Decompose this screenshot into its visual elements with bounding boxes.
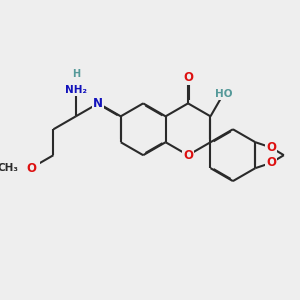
Text: O: O (183, 149, 193, 162)
Text: O: O (266, 141, 276, 154)
Text: CH₃: CH₃ (0, 163, 18, 173)
Text: O: O (183, 71, 193, 84)
Text: N: N (93, 97, 103, 110)
Text: H: H (72, 69, 80, 79)
Text: O: O (26, 162, 36, 175)
Text: HO: HO (215, 89, 232, 99)
Text: NH₂: NH₂ (65, 85, 87, 95)
Text: O: O (266, 157, 276, 169)
